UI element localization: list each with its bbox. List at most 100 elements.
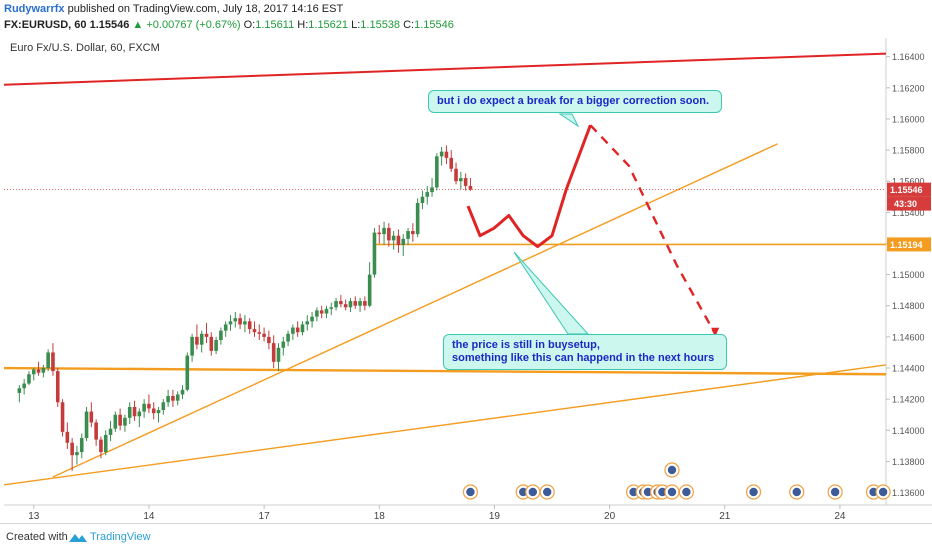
y-tick-label: 1.14000 [892, 426, 925, 436]
candle-body [406, 231, 410, 239]
footer-bar: Created with TradingView [0, 523, 932, 551]
candle-body [329, 307, 334, 309]
candle-body [51, 352, 55, 372]
annotation-top-text: but i do expect a break for a bigger cor… [437, 95, 709, 107]
candle-body [319, 310, 324, 314]
top-note-pointer [558, 113, 580, 128]
y-tick-label: 1.15400 [892, 208, 925, 218]
x-tick-label: 18 [374, 511, 386, 522]
candle-body [17, 388, 22, 393]
candle-body [435, 156, 439, 188]
candle-body [257, 332, 262, 334]
candle-body [444, 151, 449, 158]
candle-body [142, 403, 146, 412]
y-tick-label: 1.16400 [892, 52, 925, 62]
event-marker-flag-icon [667, 487, 677, 497]
countdown-tag: 43:30 [894, 199, 917, 209]
last-price-tag-bg [887, 182, 931, 197]
candle-body [151, 408, 156, 414]
bottom-note-pointer [513, 251, 590, 335]
candle-body [243, 321, 247, 325]
candle-body [27, 374, 31, 384]
candle-body [459, 178, 463, 182]
candle-body [348, 301, 353, 308]
candle-body [41, 368, 46, 373]
candle-body [60, 402, 65, 432]
candle-body [132, 406, 137, 417]
candle-body [118, 414, 122, 426]
candle-body [156, 410, 161, 414]
candle-body [65, 431, 70, 443]
y-tick-label: 1.16200 [892, 83, 925, 93]
author-name[interactable]: Rudywarrfx [4, 3, 65, 15]
tradingview-brand[interactable]: TradingView [90, 531, 151, 543]
candle-body [55, 371, 60, 403]
candle-body [425, 192, 430, 197]
candle-body [166, 396, 170, 403]
candle-body [79, 438, 84, 453]
candle-body [276, 347, 281, 362]
y-tick-label: 1.13600 [892, 488, 925, 498]
candle-body [391, 235, 396, 241]
horizontal-support-line [3, 366, 887, 376]
event-marker-flag-icon [543, 487, 552, 497]
candle-body [286, 333, 290, 342]
candle-body [199, 333, 204, 345]
candle-body [99, 439, 103, 453]
y-tick-label: 1.16000 [892, 114, 925, 124]
annotation-bottom-line2: something like this can happend in the n… [452, 352, 715, 364]
candle-body [372, 232, 377, 275]
candle-body [377, 232, 382, 235]
candle-body [103, 434, 108, 453]
high-label: H: [297, 19, 309, 31]
pane-title: Euro Fx/U.S. Dollar, 60, FXCM [10, 42, 160, 54]
event-marker-flag-icon [878, 487, 888, 497]
candle-body [94, 422, 98, 440]
last-price: 1.15546 [89, 19, 130, 31]
candle-body [84, 411, 89, 439]
candle-body [353, 301, 358, 306]
candle-body [123, 417, 127, 426]
close-value: 1.15546 [414, 19, 454, 31]
x-tick-label: 17 [259, 511, 271, 522]
candle-body [36, 369, 41, 373]
close-label: C: [403, 19, 415, 31]
candle-body [223, 324, 228, 331]
event-marker-flag-icon [466, 487, 475, 497]
y-tick-label: 1.14400 [892, 364, 925, 374]
y-tick-label: 1.15000 [892, 270, 925, 280]
candle-body [363, 301, 367, 306]
candle-body [396, 235, 401, 246]
candle-body [127, 406, 132, 418]
x-tick-label: 13 [28, 511, 40, 522]
event-marker-flag-icon [682, 487, 691, 497]
event-marker-flag-icon [792, 487, 801, 497]
candle-body [281, 341, 286, 348]
event-marker-flag-icon [658, 487, 667, 497]
candle-body [70, 442, 74, 456]
change-arrow-icon: ▲ [132, 19, 144, 31]
candle-body [420, 196, 425, 204]
level-price-tag: 1.15194 [890, 240, 923, 250]
candle-body [247, 321, 252, 330]
candle-body [271, 343, 276, 362]
annotation-bottom-note[interactable]: the price is still in buysetup, somethin… [443, 334, 727, 370]
event-marker-flag-icon [629, 487, 638, 497]
candle-body [175, 394, 180, 401]
candle-body [161, 402, 166, 411]
candle-body [324, 308, 329, 314]
event-marker-flag-icon [830, 487, 840, 497]
candle-body [463, 178, 468, 186]
event-marker-flag-icon [749, 487, 758, 497]
x-tick-label: 20 [604, 511, 616, 522]
symbol-header: FX:EURUSD, 60 1.15546 ▲ +0.00767 (+0.67%… [4, 19, 454, 31]
resistance-trendline [3, 52, 887, 86]
candle-body [415, 203, 420, 235]
candle-body [22, 383, 26, 389]
event-marker-flag-icon [667, 465, 677, 475]
candle-body [315, 310, 319, 317]
candle-body [180, 389, 185, 395]
candle-body [387, 227, 391, 241]
annotation-top-note[interactable]: but i do expect a break for a bigger cor… [428, 90, 722, 113]
